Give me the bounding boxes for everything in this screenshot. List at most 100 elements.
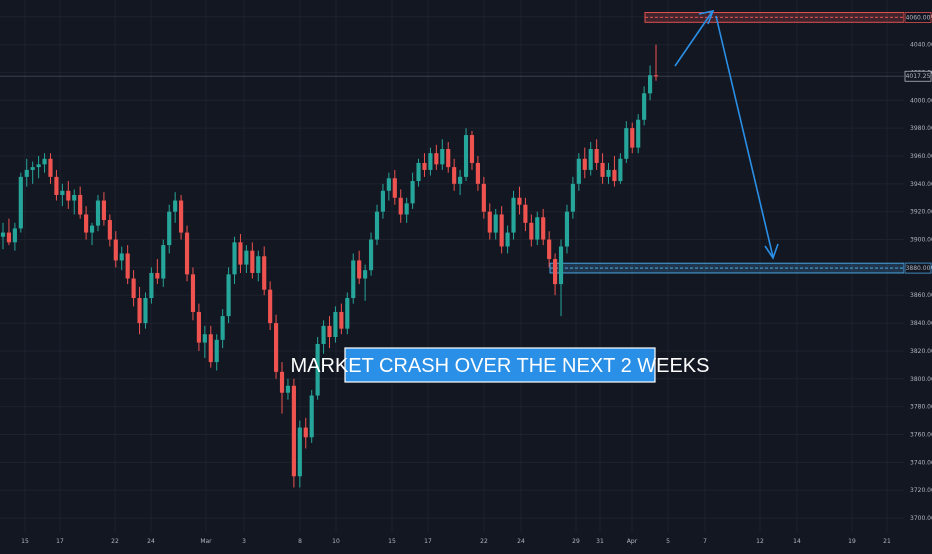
candle-body	[6, 232, 12, 243]
candle-body	[42, 158, 47, 165]
candle-body	[357, 260, 362, 279]
candle-body	[220, 316, 225, 340]
candle	[131, 270, 136, 307]
price-tick-label: 3980.00	[910, 125, 932, 132]
candle	[339, 303, 344, 335]
candle	[262, 246, 267, 296]
candle	[30, 161, 35, 184]
date-tick-label: 17	[424, 538, 432, 545]
candle-body	[392, 178, 397, 198]
candle	[434, 144, 439, 170]
annotation-banner: MARKET CRASH OVER THE NEXT 2 WEEKS	[291, 347, 709, 383]
candle	[273, 314, 279, 379]
candle	[161, 239, 166, 287]
candle-body	[95, 200, 101, 226]
price-tick-label: 3740.00	[910, 459, 932, 466]
candle-body	[493, 214, 498, 233]
candle	[42, 153, 47, 173]
candle	[594, 139, 599, 170]
candle-body	[309, 395, 314, 438]
candle	[564, 204, 570, 254]
candle	[452, 158, 457, 191]
candle-body	[541, 217, 546, 240]
candle	[653, 44, 659, 81]
candle	[179, 194, 184, 240]
candle-body	[576, 158, 581, 184]
candle-body	[131, 278, 136, 299]
date-tick-label: 12	[756, 538, 764, 545]
price-axis-panel	[904, 0, 932, 550]
candle-body	[511, 197, 516, 233]
candle-body	[612, 169, 617, 182]
candle	[410, 172, 415, 209]
candle	[422, 153, 427, 177]
candle-body	[285, 385, 291, 393]
candle-body	[647, 75, 653, 94]
candle	[345, 292, 350, 335]
candle-body	[624, 128, 629, 159]
candle-body	[440, 149, 445, 165]
candle-body	[600, 162, 605, 177]
time-axis-panel	[0, 532, 932, 550]
date-tick-label: 19	[848, 538, 856, 545]
candle	[297, 420, 302, 488]
candle-body	[339, 311, 344, 329]
candle	[60, 183, 65, 207]
candle	[404, 197, 409, 223]
candle	[333, 306, 338, 343]
candle-body	[161, 245, 166, 279]
date-tick-label: Mar	[200, 538, 212, 545]
candle	[612, 155, 617, 187]
candle-body	[268, 289, 273, 324]
candle	[517, 186, 522, 215]
date-tick-label: 21	[883, 538, 891, 545]
candle	[618, 153, 623, 184]
candle	[392, 169, 397, 205]
date-tick-label: 24	[517, 538, 525, 545]
candle-body	[72, 194, 77, 201]
candle	[463, 128, 469, 182]
candle	[279, 362, 285, 414]
candle-body	[101, 200, 106, 221]
candle	[54, 169, 59, 201]
candle	[570, 176, 575, 219]
resistance-price-label: 4060.00	[906, 14, 931, 21]
candle-body	[636, 119, 641, 148]
resistance-price-tag	[904, 12, 932, 23]
candle-body	[529, 222, 534, 240]
candle	[155, 259, 160, 285]
candle-body	[452, 167, 457, 184]
candle-body	[273, 323, 279, 372]
candle-body	[410, 181, 415, 204]
candle-body	[594, 149, 599, 163]
candle-body	[564, 211, 570, 247]
candle	[202, 325, 207, 358]
last-price-tag	[904, 70, 932, 82]
date-tick-label: 22	[480, 538, 488, 545]
candle-body	[434, 153, 439, 165]
candle	[547, 231, 552, 268]
date-tick-label: 14	[793, 538, 801, 545]
rally-arrow-head	[698, 9, 715, 25]
candle	[6, 218, 12, 246]
candle-body	[653, 75, 659, 77]
price-tick-label: 4000.00	[910, 97, 932, 104]
candle	[630, 122, 635, 154]
candle	[268, 281, 273, 331]
candle	[256, 250, 261, 282]
candle	[553, 253, 558, 296]
rally-arrow-line	[674, 11, 713, 67]
candle-body	[303, 427, 308, 438]
candle-body	[119, 253, 124, 261]
candle-body	[84, 214, 89, 233]
candle	[214, 334, 219, 371]
date-tick-label: 3	[242, 538, 246, 545]
candle	[208, 325, 213, 368]
candle-body	[523, 204, 528, 223]
date-tick-label: 29	[572, 538, 580, 545]
candle	[321, 320, 326, 354]
candle-body	[321, 325, 326, 344]
